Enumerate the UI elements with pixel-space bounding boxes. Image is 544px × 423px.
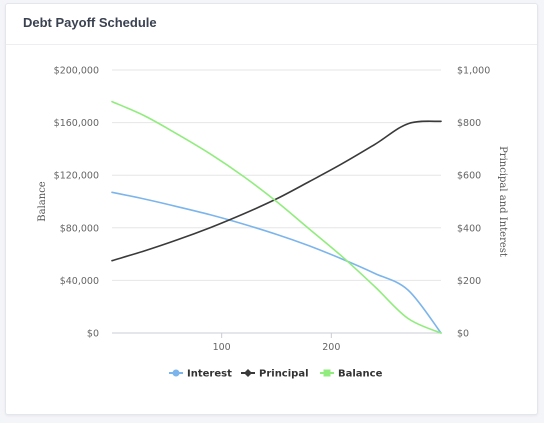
right-tick-label: $200 xyxy=(457,276,481,287)
legend-label: Balance xyxy=(338,369,383,380)
chart-card: Debt Payoff Schedule xyxy=(5,3,538,415)
left-tick-label: $120,000 xyxy=(54,171,99,182)
series-line-interest xyxy=(111,191,442,334)
card-title: Debt Payoff Schedule xyxy=(23,15,157,30)
x-tick-label: 100 xyxy=(213,342,231,353)
legend-label: Interest xyxy=(187,369,232,380)
left-axis-ticks: $0 $40,000 $80,000 $120,000 $160,000 $200,000 xyxy=(54,66,99,340)
left-tick-label: $160,000 xyxy=(54,118,99,129)
legend-item-balance[interactable]: Balance xyxy=(320,369,383,380)
right-tick-label: $400 xyxy=(457,223,481,234)
grid-lines xyxy=(112,69,441,334)
right-axis-ticks: $0 $200 $400 $600 $800 $1,000 xyxy=(457,66,490,340)
legend-marker-diamond-icon xyxy=(244,369,252,377)
left-tick-label: $0 xyxy=(87,329,99,340)
legend: Interest Principal Balance xyxy=(169,369,383,380)
right-tick-label: $800 xyxy=(457,118,481,129)
left-tick-label: $200,000 xyxy=(54,66,99,77)
card-header: Debt Payoff Schedule xyxy=(6,4,537,45)
right-axis-title: Principal and Interest xyxy=(497,146,508,257)
legend-item-principal[interactable]: Principal xyxy=(241,369,309,380)
right-tick-label: $600 xyxy=(457,171,481,182)
x-tick-label: 200 xyxy=(322,342,340,353)
series-line-principal xyxy=(111,120,442,262)
series-line-balance xyxy=(111,100,442,334)
series-lines xyxy=(111,100,442,334)
legend-item-interest[interactable]: Interest xyxy=(169,369,232,380)
left-tick-label: $80,000 xyxy=(60,223,99,234)
right-tick-label: $1,000 xyxy=(457,66,490,77)
left-tick-label: $40,000 xyxy=(60,276,99,287)
x-axis-ticks: 100 200 xyxy=(213,333,340,353)
left-axis-title: Balance xyxy=(37,181,48,222)
legend-marker-circle-icon xyxy=(172,369,180,377)
right-tick-label: $0 xyxy=(457,329,469,340)
legend-marker-square-icon xyxy=(323,369,331,377)
legend-label: Principal xyxy=(259,369,309,380)
